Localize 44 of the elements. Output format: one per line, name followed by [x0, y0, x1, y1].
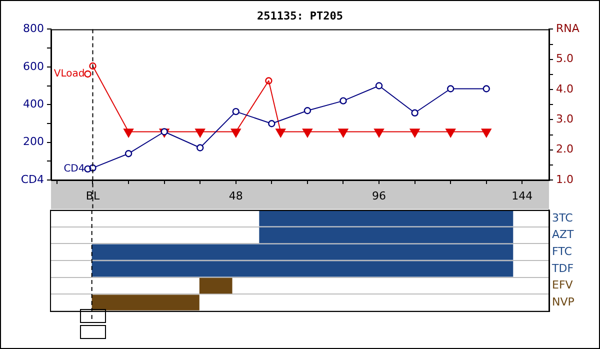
- y-tick-label: NVP: [552, 295, 575, 308]
- point: [375, 82, 383, 90]
- point: [232, 108, 240, 116]
- x-tick-label: 48: [228, 189, 243, 202]
- y2-tick-label: 3.0: [556, 112, 574, 126]
- y2-tick-label: 4.0: [556, 82, 574, 96]
- legend-label: VLoad: [54, 68, 85, 80]
- legend-label: CD4: [64, 164, 85, 175]
- point: [196, 144, 204, 152]
- y2-tick-label: RNA: [556, 22, 580, 36]
- x-tick-label: 96: [372, 189, 386, 202]
- y-tick-label: 3TC: [552, 211, 574, 224]
- point: [482, 85, 490, 92]
- point: [302, 128, 312, 138]
- y-tick-label: 400: [23, 97, 44, 110]
- y2-tick-label: 2.0: [556, 142, 574, 156]
- point: [340, 97, 347, 104]
- y-tick-label: TDF: [551, 262, 574, 275]
- x-tick-label: 144: [512, 189, 533, 202]
- point: [276, 128, 286, 138]
- point: [338, 128, 348, 138]
- point: [410, 128, 420, 138]
- point: [124, 128, 134, 138]
- y-tick-label: CD4: [20, 172, 44, 186]
- point: [446, 85, 454, 92]
- point: [124, 150, 132, 158]
- y-tick-label: 600: [23, 60, 44, 73]
- y2-tick-label: 5.0: [556, 52, 574, 66]
- point: [304, 107, 312, 114]
- point: [268, 120, 276, 128]
- point: [411, 109, 418, 116]
- y-tick-label: EFV: [552, 278, 574, 292]
- point: [230, 128, 241, 138]
- y-tick-label: 800: [23, 22, 44, 36]
- y-tick-label: 200: [23, 135, 44, 148]
- point: [374, 128, 384, 138]
- y2-tick-label: 1.0: [556, 172, 574, 186]
- point: [481, 128, 492, 138]
- y-tick-label: AZT: [552, 228, 574, 242]
- x-tick-label: BL: [86, 189, 100, 202]
- y-tick-label: FTC: [552, 244, 572, 258]
- chart-title: 251135: PT205: [256, 9, 344, 22]
- point: [446, 128, 456, 138]
- point: [195, 128, 206, 138]
